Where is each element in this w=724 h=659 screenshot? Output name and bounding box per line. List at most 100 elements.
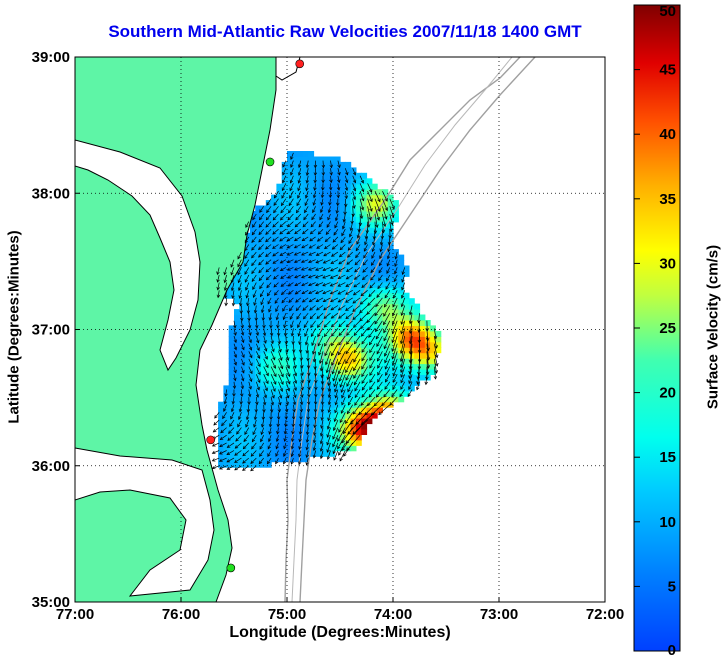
velocity-arrow bbox=[283, 450, 287, 457]
velocity-cell bbox=[382, 390, 389, 397]
velocity-cell bbox=[345, 287, 352, 294]
velocity-cell bbox=[271, 412, 277, 419]
velocity-arrowhead bbox=[337, 307, 342, 311]
velocity-arrowhead bbox=[297, 195, 301, 199]
velocity-cell bbox=[318, 434, 325, 441]
velocity-cell bbox=[287, 358, 293, 365]
velocity-arrow bbox=[244, 259, 250, 267]
velocity-cell bbox=[271, 434, 277, 441]
velocity-cell bbox=[382, 325, 389, 332]
velocity-cell bbox=[292, 341, 299, 348]
velocity-arrow bbox=[331, 251, 339, 257]
velocity-arrow bbox=[369, 351, 376, 361]
velocity-cell bbox=[281, 434, 288, 441]
velocity-arrow bbox=[278, 374, 284, 385]
velocity-cell bbox=[334, 172, 341, 179]
velocity-cell bbox=[393, 200, 399, 207]
velocity-cell bbox=[239, 341, 246, 348]
velocity-cell bbox=[366, 205, 373, 212]
velocity-cell bbox=[244, 412, 251, 419]
velocity-arrowhead bbox=[279, 357, 283, 361]
velocity-arrowhead bbox=[324, 238, 329, 243]
velocity-arrow bbox=[331, 351, 339, 366]
velocity-arrow bbox=[400, 328, 406, 344]
velocity-arrow bbox=[232, 297, 235, 306]
velocity-arrowhead bbox=[315, 299, 320, 303]
velocity-cell bbox=[265, 456, 272, 463]
velocity-arrowhead bbox=[359, 215, 364, 220]
y-tick-label: 38:00 bbox=[32, 185, 70, 202]
velocity-arrowhead bbox=[264, 387, 268, 392]
velocity-arrowhead bbox=[326, 224, 330, 228]
velocity-arrow bbox=[316, 251, 324, 256]
velocity-arrow bbox=[293, 374, 297, 384]
velocity-arrowhead bbox=[300, 267, 305, 271]
velocity-arrowhead bbox=[296, 315, 300, 320]
velocity-arrowhead bbox=[232, 385, 237, 390]
velocity-arrowhead bbox=[377, 198, 381, 203]
velocity-cell bbox=[255, 439, 262, 446]
velocity-cell bbox=[260, 450, 267, 457]
velocity-cell bbox=[324, 287, 330, 294]
velocity-cell bbox=[276, 341, 283, 348]
velocity-arrow bbox=[391, 389, 398, 398]
velocity-arrowhead bbox=[319, 367, 324, 372]
velocity-cell bbox=[302, 178, 309, 185]
velocity-cell bbox=[350, 172, 357, 179]
velocity-arrow bbox=[354, 396, 361, 406]
velocity-arrowhead bbox=[219, 444, 223, 448]
velocity-cell bbox=[302, 336, 309, 343]
velocity-arrow bbox=[402, 267, 406, 275]
velocity-cell bbox=[244, 292, 251, 299]
velocity-cell bbox=[255, 369, 262, 375]
velocity-cell bbox=[355, 232, 362, 239]
velocity-cell bbox=[260, 358, 267, 365]
velocity-arrow bbox=[246, 412, 250, 420]
colorbar-tick-label: 0 bbox=[668, 642, 676, 659]
velocity-cell bbox=[302, 227, 309, 234]
velocity-cell bbox=[345, 216, 352, 223]
velocity-arrowhead bbox=[408, 320, 413, 325]
velocity-cell bbox=[287, 347, 293, 354]
velocity-arrow bbox=[290, 160, 294, 168]
velocity-arrow bbox=[400, 374, 406, 383]
velocity-arrowhead bbox=[379, 255, 383, 260]
velocity-arrow bbox=[219, 434, 227, 440]
velocity-arrow bbox=[386, 259, 391, 267]
velocity-arrowhead bbox=[258, 277, 263, 282]
velocity-arrow bbox=[233, 374, 236, 381]
velocity-arrowhead bbox=[258, 254, 262, 258]
velocity-cell bbox=[334, 374, 341, 381]
velocity-arrowhead bbox=[348, 240, 352, 245]
velocity-cell bbox=[281, 249, 288, 256]
velocity-arrowhead bbox=[400, 295, 405, 299]
velocity-cell bbox=[350, 401, 357, 408]
velocity-arrow bbox=[345, 343, 353, 354]
velocity-arrowhead bbox=[258, 239, 262, 243]
velocity-arrow bbox=[368, 389, 376, 398]
velocity-arrowhead bbox=[252, 431, 256, 436]
velocity-arrow bbox=[287, 274, 294, 279]
velocity-arrowhead bbox=[354, 261, 359, 266]
velocity-arrowhead bbox=[311, 351, 316, 355]
velocity-cell bbox=[271, 396, 277, 403]
velocity-arrowhead bbox=[337, 445, 341, 450]
velocity-cell bbox=[281, 281, 288, 288]
velocity-arrow bbox=[245, 282, 250, 291]
velocity-arrowhead bbox=[382, 223, 387, 228]
velocity-arrow bbox=[352, 297, 361, 304]
velocity-arrow bbox=[217, 290, 220, 298]
velocity-cell bbox=[329, 156, 336, 163]
velocity-arrowhead bbox=[298, 438, 302, 443]
velocity-arrowhead bbox=[384, 386, 388, 390]
velocity-cell bbox=[249, 352, 256, 359]
velocity-arrow bbox=[272, 213, 279, 221]
velocity-arrow bbox=[337, 168, 340, 175]
velocity-cell bbox=[398, 336, 405, 343]
velocity-arrow bbox=[321, 404, 324, 413]
velocity-arrow bbox=[338, 274, 346, 279]
velocity-cell bbox=[382, 265, 389, 272]
velocity-cell bbox=[350, 363, 357, 370]
velocity-cell bbox=[281, 303, 288, 310]
velocity-cell bbox=[228, 429, 235, 435]
